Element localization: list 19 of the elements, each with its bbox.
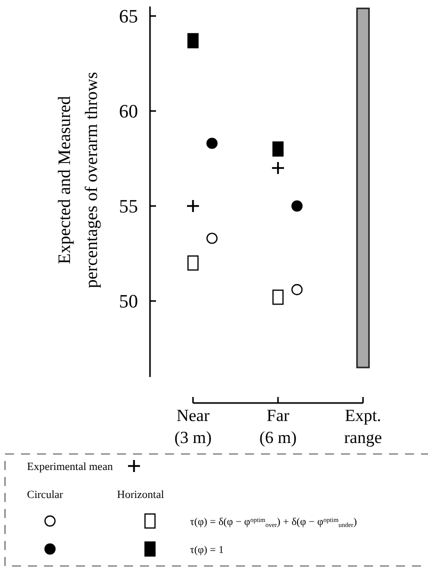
y-tick-label: 60 [119, 102, 138, 123]
point [187, 255, 199, 271]
x-tick-label: Near (3 m) [174, 406, 212, 447]
x-tick-label: Expt. range [344, 406, 382, 447]
point [272, 290, 284, 305]
y-tick-label: 65 [119, 6, 138, 28]
point [271, 161, 285, 175]
x-tick-label: Far (6 m) [259, 406, 297, 447]
y-axis-title: Expected and Measured percentages of overarm throws [54, 72, 101, 288]
point [186, 199, 200, 213]
y-tick-label: 50 [119, 292, 138, 313]
y-tick-label: 55 [119, 196, 138, 218]
point [272, 141, 284, 157]
legend-label: Experimental mean [27, 461, 114, 473]
point [187, 33, 199, 48]
text: τ(φ) = δ(φ − φ$^{optim}$$_{over}$) + δ(φ − φ$^{optim}$$_{under}$) [190, 516, 358, 529]
text: τ(φ) = 1 [190, 545, 224, 556]
text: Circular [27, 489, 64, 501]
text: Horizontal [117, 489, 164, 501]
